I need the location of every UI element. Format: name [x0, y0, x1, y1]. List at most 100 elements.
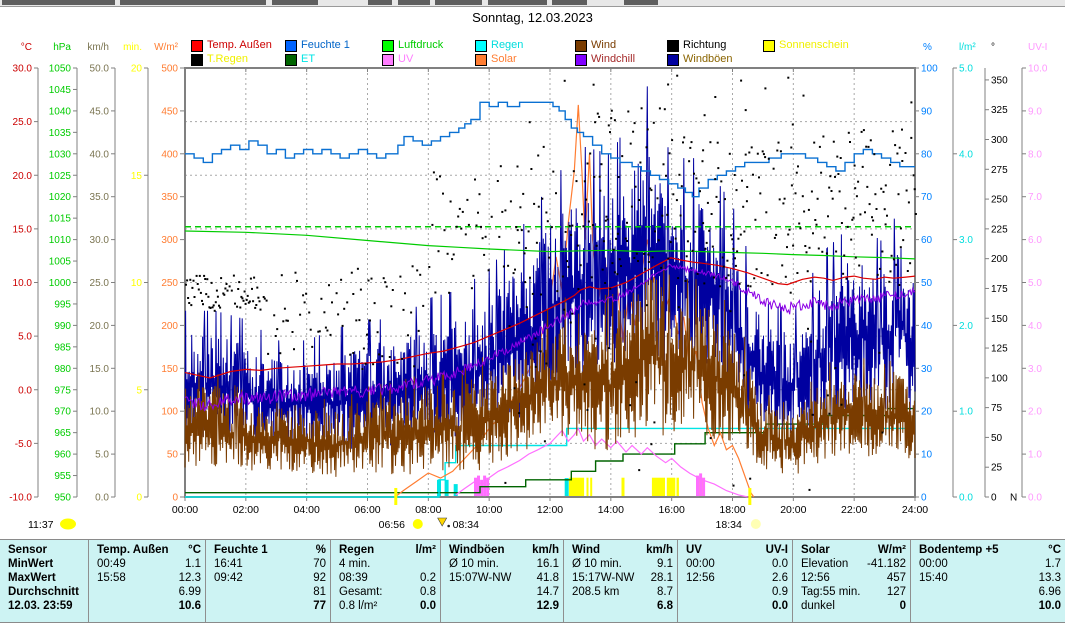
tick-label: 0.0 [95, 493, 109, 504]
tick-label: 955 [54, 471, 71, 482]
tick-label: 250 [991, 195, 1008, 206]
table-cell-value: -41.182 [866, 558, 906, 570]
tick-label: 25 [991, 463, 1003, 474]
table-col-title: Temp. Außen [97, 544, 169, 556]
series-windchill [184, 263, 916, 412]
tick-label: 80 [921, 149, 933, 160]
axis-unit-hpa: hPa [53, 42, 71, 53]
tick-label: 30.0 [90, 235, 110, 246]
tick-label: 75 [991, 403, 1003, 414]
tick-label: 965 [54, 428, 71, 439]
series-wind [184, 264, 916, 477]
window-tab-strip[interactable] [0, 0, 1065, 7]
window-tab[interactable] [624, 0, 658, 5]
window-tab[interactable] [2, 0, 115, 5]
tick-label: 250 [161, 278, 178, 289]
table-cell-value: 8.7 [657, 586, 673, 598]
legend-label: Wind [591, 39, 617, 51]
axis-unit-wm2: W/m² [154, 42, 179, 53]
table-cell-text: 15:07 [449, 572, 478, 584]
table-col-temp-au-en: Temp. Außen °C 00:49 1.1 15:58 12.3 6.99 10.6 [88, 540, 206, 622]
tick-label: 200 [161, 321, 178, 332]
table-col-bodentemp-5: Bodentemp +5 °C 00:00 1.7 15:40 13.3 6.96 10.0 [910, 540, 1065, 622]
axis-unit-min: min. [123, 42, 142, 53]
tick-label: 300 [161, 235, 178, 246]
table-col-unit: km/h [532, 544, 559, 556]
tick-label: 5.0 [1028, 278, 1042, 289]
tick-label: 275 [991, 165, 1008, 176]
sun-icon [412, 519, 423, 529]
legend-swatch-icon [382, 54, 394, 66]
tick-label: 175 [991, 284, 1008, 295]
legend-swatch-icon [667, 40, 679, 52]
table-cell-value: 0.0 [772, 558, 788, 570]
legend-swatch-icon [575, 40, 587, 52]
x-tick-label: 00:00 [172, 504, 198, 516]
window-tab[interactable] [398, 0, 430, 5]
tick-label: -10.0 [9, 493, 32, 504]
table-cell-text: 15:58 [97, 572, 126, 584]
sunrise-time-label: 06:56 [379, 519, 405, 531]
tick-label: 500 [161, 64, 178, 75]
x-tick-label: 20:00 [780, 504, 806, 516]
legend-label: UV [398, 53, 414, 65]
table-cell-value: 6.99 [178, 586, 201, 598]
tick-label: 1000 [49, 278, 72, 289]
table-cell-value: 81 [313, 586, 326, 598]
table-col-title: Windböen [449, 544, 505, 556]
table-cell-text: Gesamt: [339, 586, 383, 598]
tick-label: 100 [921, 64, 938, 75]
legend-swatch-icon [191, 40, 203, 52]
table-cell-text: dunkel [801, 600, 835, 612]
tick-label: 975 [54, 385, 71, 396]
tick-label: 2.0 [1028, 407, 1042, 418]
x-tick-label: 14:00 [598, 504, 624, 516]
tick-label: 0.0 [1028, 493, 1042, 504]
x-tick-label: 24:00 [902, 504, 928, 516]
table-cell-value: 0.0 [420, 600, 436, 612]
tick-label: 20 [921, 407, 933, 418]
window-tab[interactable] [552, 0, 587, 5]
day-markers: 11:37 06:56 08:34 18:34 [28, 488, 761, 531]
table-cell-text: 15:17 [572, 572, 601, 584]
table-row-label: Sensor [8, 544, 47, 556]
table-col-sensor: Sensor MinWert MaxWert Durchschnitt 12.03. 2… [0, 540, 88, 622]
legend-label: Solar [491, 53, 517, 65]
table-col-title: UV [686, 544, 702, 556]
window-tab[interactable] [435, 0, 482, 5]
window-tab[interactable] [488, 0, 547, 5]
arrow-down-icon [437, 517, 448, 527]
window-tab[interactable] [120, 0, 266, 5]
legend-label: Sonnenschein [779, 39, 849, 51]
tick-label: 1.0 [959, 407, 973, 418]
sun-faint-icon [750, 519, 761, 529]
table-col-feuchte-1: Feuchte 1% 16:41 70 09:42 92 81 77 [205, 540, 331, 622]
table-cell-value: 41.8 [536, 572, 559, 584]
stats-table: Sensor MinWert MaxWert Durchschnitt 12.03. 2… [0, 539, 1065, 623]
table-cell-text: 00:49 [97, 558, 126, 570]
tick-label: 350 [161, 192, 178, 203]
tick-label: 10.0 [1028, 64, 1048, 75]
table-col-unit: l/m² [415, 544, 436, 556]
window-tab[interactable] [272, 0, 318, 5]
table-cell-value: 92 [313, 572, 326, 584]
tick-label: 125 [991, 344, 1008, 355]
tick-label: 7.0 [1028, 192, 1042, 203]
table-cell-text: Elevation [801, 558, 849, 570]
table-cell-value: 12.9 [536, 600, 559, 612]
x-tick-label: 22:00 [841, 504, 867, 516]
x-tick-label: 06:00 [354, 504, 380, 516]
window-tab[interactable] [368, 0, 392, 5]
table-cell-text: 0.8 l/m² [339, 600, 378, 612]
table-cell-text: 09:42 [214, 572, 243, 584]
weather-chart: °C 30.0 25.0 20.0 15.0 10.0 5.0 0.0 -5.0 -10.0 hPa… [9, 42, 1048, 531]
table-cell-value: 16.1 [536, 558, 559, 570]
series-uv [455, 427, 748, 498]
tick-label: 45.0 [90, 106, 110, 117]
table-col-title: Regen [339, 544, 375, 556]
table-cell-value: 6.96 [1038, 586, 1061, 598]
tick-label: 150 [991, 314, 1008, 325]
x-tick-label: 18:00 [719, 504, 745, 516]
table-cell-text: Ø 10 min. [572, 558, 622, 570]
tick-label: 0 [991, 493, 997, 504]
